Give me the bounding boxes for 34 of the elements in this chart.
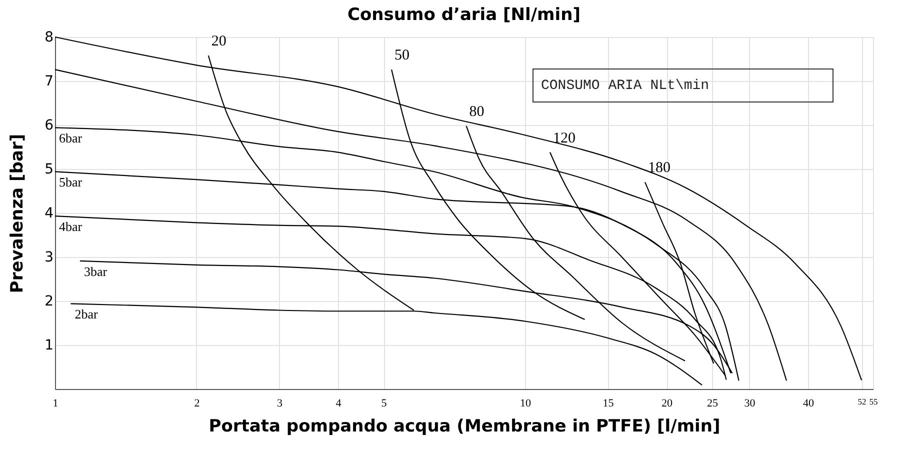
y-tick-label: 7 [44,74,54,90]
y-tick-label: 1 [44,338,54,354]
x-tick-label: 3 [277,398,284,410]
y-tick-label: 3 [44,250,54,266]
x-axis-title: Portata pompando acqua (Membrane in PTFE) [l/min] [208,416,720,436]
series-label: 2bar [74,306,98,322]
x-tick-label: 10 [520,398,532,410]
series-label: 50 [394,48,410,64]
series-label: 6bar [59,130,83,146]
y-tick-label: 5 [44,162,54,178]
x-tick-label: 4 [336,398,342,410]
series-label: 5bar [59,174,83,190]
x-tick-label: 20 [662,398,674,410]
x-tick-label: 25 [707,398,719,410]
series-label: 80 [469,104,484,120]
series-label: 180 [648,160,670,176]
x-tick-label: 30 [744,398,756,410]
series-label: 3bar [84,264,108,279]
x-tick-label: 52 [858,396,866,406]
y-axis-title: Prevalenza [bar] [8,134,28,294]
series-label: 120 [552,130,576,146]
x-tick-label: 15 [602,398,614,410]
y-tick-label: 2 [44,294,54,310]
y-tick-label: 8 [44,30,54,46]
annotation: CONSUMO ARIA NLt\min [541,78,710,94]
x-tick-label: 2 [194,398,200,410]
x-tick-label: 40 [802,398,814,410]
y-tick-label: 4 [44,206,54,222]
x-tick-label: 55 [869,396,878,406]
x-tick-label: 5 [381,398,388,410]
series-label: 4bar [59,219,83,234]
series-label: 20 [211,33,226,50]
y-tick-label: 6 [44,118,54,134]
chart-title: Consumo d’aria [Nl/min] [348,5,580,25]
